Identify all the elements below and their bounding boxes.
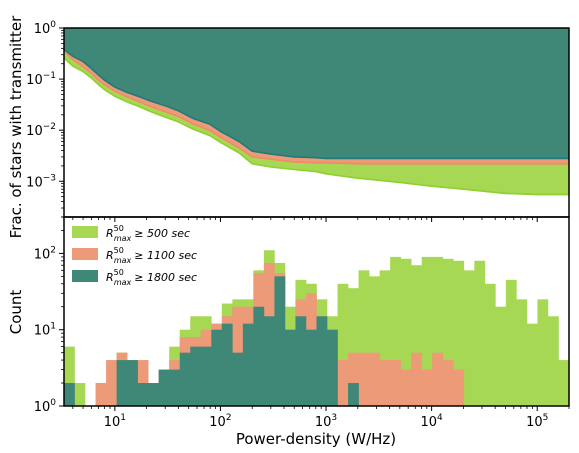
fraction-area-0 bbox=[64, 49, 569, 195]
hist-bar-s0-b36 bbox=[442, 258, 454, 406]
legend-label-0: R50 max ≥ 500 sec bbox=[106, 224, 190, 243]
hist-bar-s0-b28 bbox=[358, 270, 370, 406]
hist-bar-s0-b45 bbox=[537, 299, 549, 406]
count-panel: 100 101 102 101 102 103 104 105 R50 max ≥ 500 se… bbox=[34, 216, 570, 430]
fraction-y-ticks: 100 10−1 10−2 10−3 bbox=[26, 20, 64, 218]
hist-bar-s0-b47 bbox=[558, 360, 570, 406]
hist-bar-s2-b21 bbox=[284, 329, 296, 406]
hist-bar-s2-b27 bbox=[348, 383, 359, 406]
hist-bar-s0-b38 bbox=[463, 270, 475, 406]
legend-label-2: R50 max ≥ 1800 sec bbox=[106, 268, 197, 287]
hist-bar-s1-b35 bbox=[432, 352, 444, 406]
hist-bar-s2-b11 bbox=[179, 352, 191, 406]
hist-bar-s2-b24 bbox=[316, 316, 328, 406]
count-x-tick-label: 104 bbox=[420, 413, 443, 430]
hist-bar-s0-b31 bbox=[390, 256, 401, 406]
count-x-tick-label: 101 bbox=[104, 413, 126, 430]
hist-bar-s2-b19 bbox=[263, 316, 275, 406]
fraction-panel: 100 10−1 10−2 10−3 bbox=[26, 20, 570, 222]
fraction-line-edge-1100 bbox=[63, 50, 569, 165]
count-y-tick-label: 100 bbox=[34, 398, 57, 415]
hist-bar-s2-b12 bbox=[190, 346, 202, 406]
hist-bar-s1-b26 bbox=[337, 360, 349, 406]
hist-bar-s2-b8 bbox=[148, 383, 159, 406]
hist-bar-s2-b9 bbox=[158, 369, 170, 406]
hist-bar-s2-b22 bbox=[295, 316, 307, 406]
fraction-y-tick-label: 10−1 bbox=[26, 71, 56, 88]
hist-bar-s1-b32 bbox=[400, 369, 412, 406]
x-axis-label: Power-density (W/Hz) bbox=[236, 430, 396, 448]
hist-bar-s2-b5 bbox=[116, 360, 128, 406]
count-x-tick-label: 103 bbox=[315, 413, 337, 430]
hist-bar-s0-b43 bbox=[516, 299, 528, 406]
hist-bar-s1-b36 bbox=[442, 360, 454, 406]
legend-label-1: R50 max ≥ 1100 sec bbox=[106, 246, 197, 265]
fraction-y-tick-label: 100 bbox=[34, 20, 57, 37]
hist-bar-s1-b37 bbox=[453, 369, 465, 406]
fraction-y-tick-label: 10−3 bbox=[26, 173, 56, 190]
count-y-axis-label: Count bbox=[7, 290, 25, 335]
hist-bar-s0-b46 bbox=[547, 316, 559, 406]
hist-bar-s0-b29 bbox=[369, 276, 380, 406]
hist-bar-s2-b17 bbox=[242, 323, 254, 406]
legend-swatch-1 bbox=[72, 248, 98, 260]
count-y-ticks: 100 101 102 bbox=[34, 216, 64, 415]
hist-bar-s0-b39 bbox=[474, 260, 486, 406]
hist-bar-s2-b7 bbox=[137, 383, 149, 406]
hist-bar-s0-b27 bbox=[348, 288, 359, 406]
legend-swatch-0 bbox=[72, 226, 98, 238]
hist-bar-s1-b28 bbox=[358, 352, 370, 406]
fraction-y-tick-label: 10−2 bbox=[26, 122, 56, 139]
hist-bar-s2-b18 bbox=[253, 306, 265, 406]
legend: R50 max ≥ 500 sec R50 max ≥ 1100 sec R50 max ≥ 1… bbox=[72, 224, 197, 287]
hist-bar-s2-b6 bbox=[127, 360, 138, 406]
count-x-tick-label: 102 bbox=[209, 413, 231, 430]
hist-bar-s2-b15 bbox=[221, 323, 233, 406]
hist-bar-s0-b30 bbox=[379, 270, 391, 406]
hist-bar-s2-b16 bbox=[232, 352, 244, 406]
hist-bar-s2-b13 bbox=[200, 346, 212, 406]
hist-bar-s1-b4 bbox=[106, 360, 117, 406]
hist-bar-s2-b25 bbox=[327, 329, 338, 406]
fraction-line-edge-1800 bbox=[63, 48, 569, 160]
fraction-areas bbox=[63, 28, 569, 196]
hist-bar-s0-b32 bbox=[400, 258, 412, 406]
hist-bar-s0-b33 bbox=[411, 265, 423, 406]
legend-swatch-2 bbox=[72, 270, 98, 282]
count-y-tick-label: 101 bbox=[34, 322, 56, 339]
hist-bar-s1-b27 bbox=[348, 352, 359, 406]
fraction-area-2 bbox=[64, 28, 569, 159]
count-y-tick-label: 102 bbox=[34, 245, 56, 262]
hist-bar-s1-b29 bbox=[369, 352, 380, 406]
hist-bar-s0-b40 bbox=[484, 283, 496, 406]
hist-bar-s0-b0 bbox=[64, 346, 75, 406]
count-histogram bbox=[64, 250, 570, 406]
hist-bar-s1-b33 bbox=[411, 352, 423, 406]
hist-bar-s2-b10 bbox=[169, 369, 181, 406]
count-x-ticks: 101 102 103 104 105 bbox=[72, 406, 570, 430]
hist-bar-s0-b26 bbox=[337, 283, 349, 406]
hist-bar-s0-b35 bbox=[432, 256, 444, 406]
hist-bar-s1-b3 bbox=[95, 383, 107, 406]
fraction-area-1 bbox=[64, 49, 569, 164]
hist-bar-s1-b30 bbox=[379, 360, 391, 406]
hist-bar-s0-b34 bbox=[421, 256, 433, 406]
hist-bar-s0-b42 bbox=[505, 279, 517, 406]
hist-bar-s0-b1 bbox=[74, 383, 86, 406]
count-x-tick-label: 105 bbox=[526, 413, 548, 430]
hist-bar-s2-b23 bbox=[305, 329, 317, 406]
hist-bar-s1-b34 bbox=[421, 369, 433, 406]
hist-bar-s1-b31 bbox=[390, 360, 401, 406]
hist-bar-s0-b44 bbox=[526, 323, 538, 406]
hist-bar-s2-b0 bbox=[64, 383, 75, 406]
hist-bar-s2-b14 bbox=[211, 329, 223, 406]
fraction-y-axis-label: Frac. of stars with transmitter bbox=[7, 15, 25, 238]
count-frame bbox=[63, 216, 570, 407]
hist-bar-s0-b41 bbox=[495, 306, 507, 406]
hist-bar-s0-b37 bbox=[453, 260, 465, 406]
fraction-line-edge-500 bbox=[63, 57, 569, 196]
hist-bar-s2-b20 bbox=[274, 276, 286, 406]
